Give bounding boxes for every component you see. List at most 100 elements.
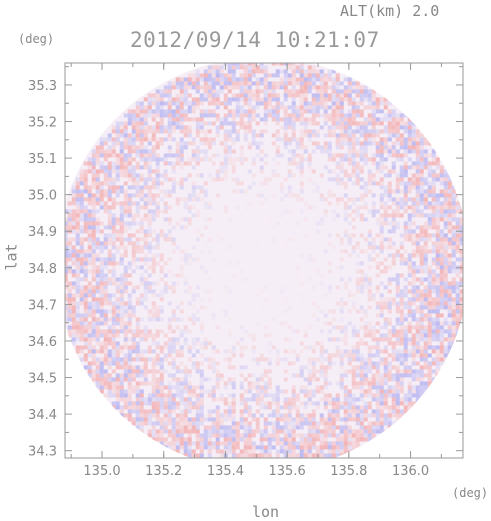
heatmap-cell (247, 113, 252, 118)
heatmap-cell (95, 357, 100, 362)
heatmap-cell (431, 201, 436, 206)
heatmap-cell (295, 265, 300, 270)
heatmap-cell (363, 313, 368, 318)
heatmap-cell (363, 281, 368, 286)
heatmap-cell (203, 345, 208, 350)
heatmap-cell (291, 121, 296, 126)
heatmap-cell (159, 401, 164, 406)
heatmap-cell (171, 429, 176, 434)
heatmap-cell (303, 417, 308, 422)
heatmap-cell (451, 217, 456, 222)
heatmap-cell (307, 373, 312, 378)
heatmap-cell (115, 129, 120, 134)
heatmap-cell (207, 341, 212, 346)
heatmap-cell (235, 63, 240, 66)
heatmap-cell (71, 313, 76, 318)
heatmap-cell (419, 393, 424, 398)
heatmap-cell (155, 433, 160, 438)
heatmap-cell (427, 329, 432, 334)
heatmap-cell (195, 101, 200, 106)
heatmap-cell (335, 173, 340, 178)
heatmap-cell (239, 93, 244, 98)
heatmap-cell (411, 377, 416, 382)
heatmap-cell (379, 361, 384, 366)
heatmap-cell (375, 349, 380, 354)
heatmap-cell (259, 201, 264, 206)
heatmap-cell (347, 449, 352, 454)
heatmap-cell (263, 297, 268, 302)
heatmap-cell (187, 449, 192, 454)
heatmap-cell (191, 81, 196, 86)
heatmap-cell (103, 153, 108, 158)
heatmap-cell (111, 269, 116, 274)
heatmap-cell (67, 269, 72, 274)
heatmap-cell (79, 177, 84, 182)
heatmap-cell (359, 165, 364, 170)
heatmap-cell (299, 65, 304, 70)
heatmap-cell (423, 317, 428, 322)
heatmap-cell (315, 433, 320, 438)
heatmap-cell (223, 429, 228, 434)
heatmap-cell (127, 381, 132, 386)
heatmap-cell (119, 377, 124, 382)
heatmap-cell (415, 141, 420, 146)
heatmap-cell (307, 445, 312, 450)
heatmap-cell (323, 445, 328, 450)
heatmap-cell (99, 385, 104, 390)
heatmap-cell (247, 125, 252, 130)
heatmap-cell (439, 245, 444, 250)
heatmap-cell (151, 149, 156, 154)
heatmap-cell (395, 121, 400, 126)
heatmap-cell (163, 401, 168, 406)
heatmap-cell (219, 165, 224, 170)
heatmap-cell (179, 165, 184, 170)
heatmap-cell (399, 333, 404, 338)
heatmap-cell (179, 145, 184, 150)
heatmap-cell (211, 137, 216, 142)
heatmap-cell (387, 385, 392, 390)
heatmap-cell (155, 381, 160, 386)
heatmap-cell (211, 65, 216, 70)
heatmap-cell (291, 161, 296, 166)
heatmap-cell (235, 445, 240, 450)
heatmap-cell (83, 161, 88, 166)
heatmap-cell (387, 121, 392, 126)
heatmap-cell (167, 189, 172, 194)
heatmap-cell (307, 429, 312, 434)
heatmap-cell (311, 77, 316, 82)
heatmap-cell (403, 201, 408, 206)
heatmap-cell (135, 341, 140, 346)
heatmap-cell (383, 165, 388, 170)
heatmap-cell (79, 253, 84, 258)
heatmap-cell (367, 177, 372, 182)
heatmap-cell (79, 293, 84, 298)
heatmap-cell (207, 433, 212, 438)
heatmap-cell (239, 337, 244, 342)
heatmap-cell (427, 385, 432, 390)
heatmap-cell (307, 389, 312, 394)
heatmap-cell (195, 425, 200, 430)
heatmap-cell (87, 161, 92, 166)
heatmap-cell (359, 101, 364, 106)
heatmap-cell (375, 405, 380, 410)
heatmap-cell (119, 325, 124, 330)
heatmap-cell (255, 145, 260, 150)
heatmap-cell (203, 341, 208, 346)
heatmap-cell (91, 161, 96, 166)
heatmap-cell (339, 429, 344, 434)
heatmap-cell (311, 69, 316, 74)
heatmap-cell (211, 89, 216, 94)
heatmap-cell (107, 361, 112, 366)
heatmap-cell (395, 393, 400, 398)
heatmap-cell (383, 381, 388, 386)
heatmap-cell (207, 85, 212, 90)
heatmap-cell (399, 329, 404, 334)
heatmap-cell (247, 421, 252, 426)
heatmap-cell (311, 361, 316, 366)
heatmap-cell (387, 297, 392, 302)
heatmap-cell (327, 129, 332, 134)
heatmap-cell (315, 229, 320, 234)
heatmap-cell (407, 273, 412, 278)
heatmap-cell (411, 289, 416, 294)
heatmap-cell (151, 137, 156, 142)
